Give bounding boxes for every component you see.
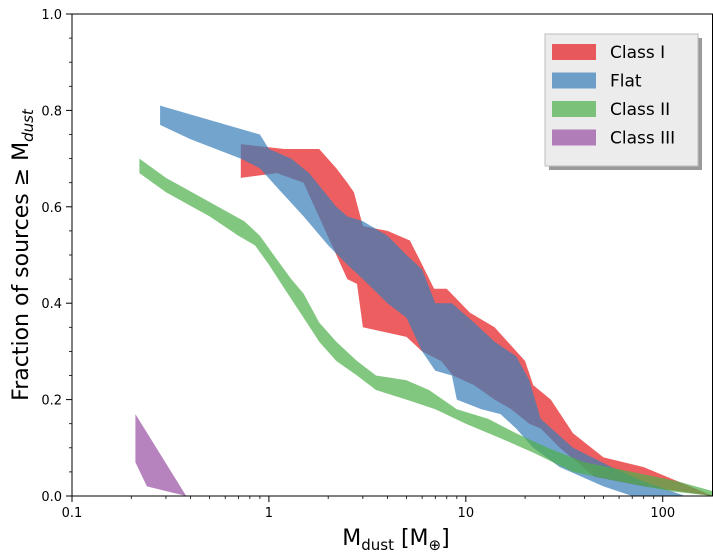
legend-label: Class III — [610, 129, 675, 149]
y-tick-label: 1.0 — [41, 8, 62, 23]
y-tick-label: 0.4 — [41, 297, 62, 312]
x-tick-label: 100 — [650, 506, 675, 521]
legend-label: Flat — [610, 72, 642, 92]
legend-label: Class II — [610, 100, 670, 120]
y-tick-label: 0.8 — [41, 104, 62, 119]
legend: Class I Flat Class II Class III — [544, 33, 702, 170]
x-tick-label: 10 — [458, 506, 475, 521]
legend-swatch — [552, 44, 596, 60]
x-axis-label: Mdust [M⊕] — [342, 526, 449, 554]
y-tick-label: 0.6 — [41, 201, 62, 216]
x-tick-label: 1 — [265, 506, 273, 521]
legend-swatch — [552, 101, 596, 117]
x-tick-label: 0.1 — [62, 506, 83, 521]
axis-ticks: 0.1 1 10 100 0.0 0.2 0.4 0.6 0.8 1.0 — [41, 8, 675, 521]
band-class-iii — [135, 414, 187, 496]
legend-swatch — [552, 129, 596, 146]
y-tick-label: 0.2 — [41, 394, 62, 409]
band-flat — [160, 105, 686, 496]
y-tick-label: 0.0 — [41, 490, 62, 505]
series-bands — [135, 105, 713, 496]
legend-swatch — [552, 72, 596, 89]
legend-label: Class I — [610, 43, 665, 63]
y-axis-label: Fraction of sources ≥ Mdust — [9, 108, 37, 401]
